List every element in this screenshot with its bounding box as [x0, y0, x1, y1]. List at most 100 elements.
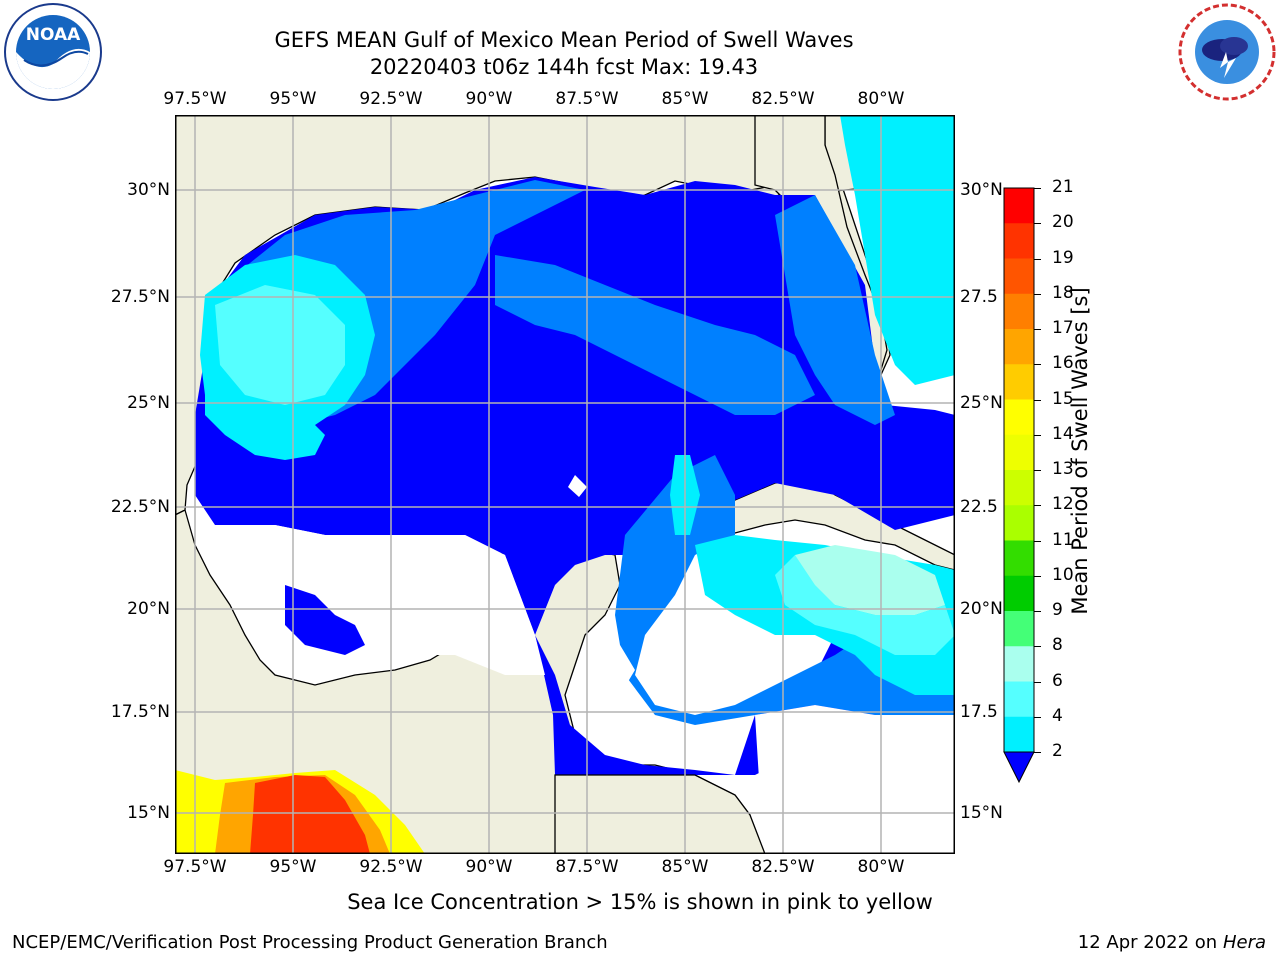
colorbar-tick-mark	[1034, 611, 1041, 612]
nws-logo	[1178, 3, 1276, 101]
colorbar-band	[1004, 329, 1034, 365]
colorbar-tick-label: 18	[1052, 282, 1074, 303]
map-frame	[175, 115, 955, 854]
swell-region-6-8-sw	[205, 375, 325, 460]
caption-wrap: Sea Ice Concentration > 15% is shown in …	[0, 890, 1280, 914]
lon-label-bottom-3: 90°W	[465, 857, 513, 877]
lon-label-bottom-6: 82.5°W	[751, 857, 815, 877]
colorbar-band	[1004, 716, 1034, 753]
colorbar-tick-mark	[1034, 399, 1041, 401]
colorbar-tick-mark	[1034, 329, 1041, 330]
lat-label-left-2: 25°N	[127, 393, 170, 413]
lon-label-top-5: 85°W	[661, 89, 709, 109]
colorbar-band	[1004, 293, 1034, 330]
colorbar-tick-label: 2	[1052, 741, 1063, 761]
colorbar-tick-label: 12	[1052, 494, 1074, 515]
footer-date-wrap: 12 Apr 2022 on Hera	[1078, 932, 1266, 953]
colorbar-tick-label: 16	[1052, 353, 1074, 374]
lon-label-top-2: 92.5°W	[359, 89, 423, 109]
lat-label-left-6: 15°N	[127, 803, 170, 823]
colorbar-tick-label: 4	[1052, 705, 1063, 726]
colorbar-band	[1004, 540, 1034, 577]
colorbar-band	[1004, 611, 1034, 647]
colorbar-tick-mark	[1034, 575, 1041, 577]
colorbar-extend-arrow	[1003, 751, 1035, 784]
lat-label-right-1: 27.5	[960, 287, 998, 307]
colorbar-tick-mark	[1034, 752, 1041, 753]
lat-label-left-5: 17.5°N	[110, 702, 170, 722]
colorbar-tick-label: 15	[1052, 388, 1074, 409]
colorbar-band	[1004, 399, 1034, 436]
footer-machine: Hera	[1222, 932, 1266, 953]
swell-region-2-4-in-hole	[285, 585, 365, 655]
colorbar-band	[1004, 505, 1034, 541]
gulf-map	[175, 115, 955, 854]
colorbar-tick-mark	[1034, 505, 1041, 507]
footer-date: 12 Apr 2022 on	[1077, 932, 1223, 953]
colorbar-band	[1004, 646, 1034, 682]
colorbar-tick-label: 8	[1052, 635, 1063, 656]
swell-region-4-6-east	[775, 195, 895, 425]
lat-label-left-3: 22.5°N	[110, 497, 170, 517]
lon-label-top-3: 90°W	[465, 89, 513, 109]
lon-label-top-6: 82.5°W	[751, 89, 815, 109]
lat-label-right-3: 22.5	[960, 497, 998, 517]
map-grid	[175, 115, 954, 854]
colorbar-tick-label: 10	[1052, 564, 1074, 585]
lat-label-right-6: 15°N	[960, 803, 1003, 823]
colorbar-tick-mark	[1034, 470, 1041, 471]
colorbar-band	[1004, 470, 1034, 506]
colorbar-band	[1004, 681, 1034, 718]
colorbar-band	[1004, 434, 1034, 471]
swell-region-6-8-atlantic	[840, 115, 954, 385]
colorbar-tick-mark	[1034, 716, 1041, 718]
colorbar-tick-mark	[1034, 540, 1041, 542]
colorbar-tick-mark	[1034, 188, 1041, 189]
colorbar-tick-label: 21	[1052, 177, 1074, 197]
colorbar-tick-label: 13	[1052, 459, 1074, 479]
colorbar-tick-mark	[1034, 681, 1041, 683]
swell-region-8-9-caribbean	[795, 545, 945, 615]
lat-label-right-5: 17.5	[960, 702, 998, 722]
colorbar-band	[1004, 575, 1034, 612]
lon-label-top-7: 80°W	[857, 89, 905, 109]
no-data-central-hole	[568, 475, 587, 497]
colorbar-tick-label: 19	[1052, 247, 1074, 268]
lon-label-bottom-7: 80°W	[857, 857, 905, 877]
colorbar-band	[1004, 258, 1034, 295]
no-data-yucatan-hole	[587, 645, 635, 695]
colorbar-tick-label: 9	[1052, 600, 1063, 620]
lat-label-left-0: 30°N	[127, 180, 170, 200]
lon-label-bottom-4: 87.5°W	[555, 857, 619, 877]
noaa-logo: NOAA	[4, 3, 102, 101]
colorbar-tick-label: 17	[1052, 318, 1074, 338]
lat-label-right-0: 30°N	[960, 180, 1003, 200]
lon-label-bottom-1: 95°W	[269, 857, 317, 877]
lon-label-top-1: 95°W	[269, 89, 317, 109]
lon-label-top-4: 87.5°W	[555, 89, 619, 109]
colorbar-tick-mark	[1034, 364, 1041, 366]
colorbar-tick-mark	[1034, 223, 1041, 225]
colorbar-band	[1004, 223, 1034, 259]
map-subtitle: 20220403 t06z 144h fcst Max: 19.43	[369, 55, 759, 79]
lon-label-bottom-0: 97.5°W	[163, 857, 227, 877]
swell-region-8-9-west	[215, 285, 345, 405]
lon-label-bottom-2: 92.5°W	[359, 857, 423, 877]
colorbar-tick-label: 20	[1052, 212, 1074, 233]
lon-label-top-0: 97.5°W	[163, 89, 227, 109]
lat-label-left-1: 27.5°N	[110, 287, 170, 307]
colorbar-tick-mark	[1034, 434, 1041, 436]
no-data-caribbean-south	[755, 705, 954, 854]
colorbar-tick-mark	[1034, 293, 1041, 295]
swell-pacific-19	[250, 775, 370, 854]
colorbar-tick-mark	[1034, 646, 1041, 648]
map-title: GEFS MEAN Gulf of Mexico Mean Period of …	[274, 28, 854, 52]
colorbar-tick-label: 14	[1052, 423, 1074, 444]
swell-region-4-6-central	[495, 255, 815, 415]
colorbar-tick-label: 6	[1052, 670, 1063, 691]
swell-region-8-9-caribbean-ring	[775, 555, 954, 655]
colorbar-tick-mark	[1034, 258, 1041, 260]
lon-label-bottom-5: 85°W	[661, 857, 709, 877]
footer-credit: NCEP/EMC/Verification Post Processing Pr…	[12, 932, 608, 953]
colorbar	[1003, 187, 1035, 784]
